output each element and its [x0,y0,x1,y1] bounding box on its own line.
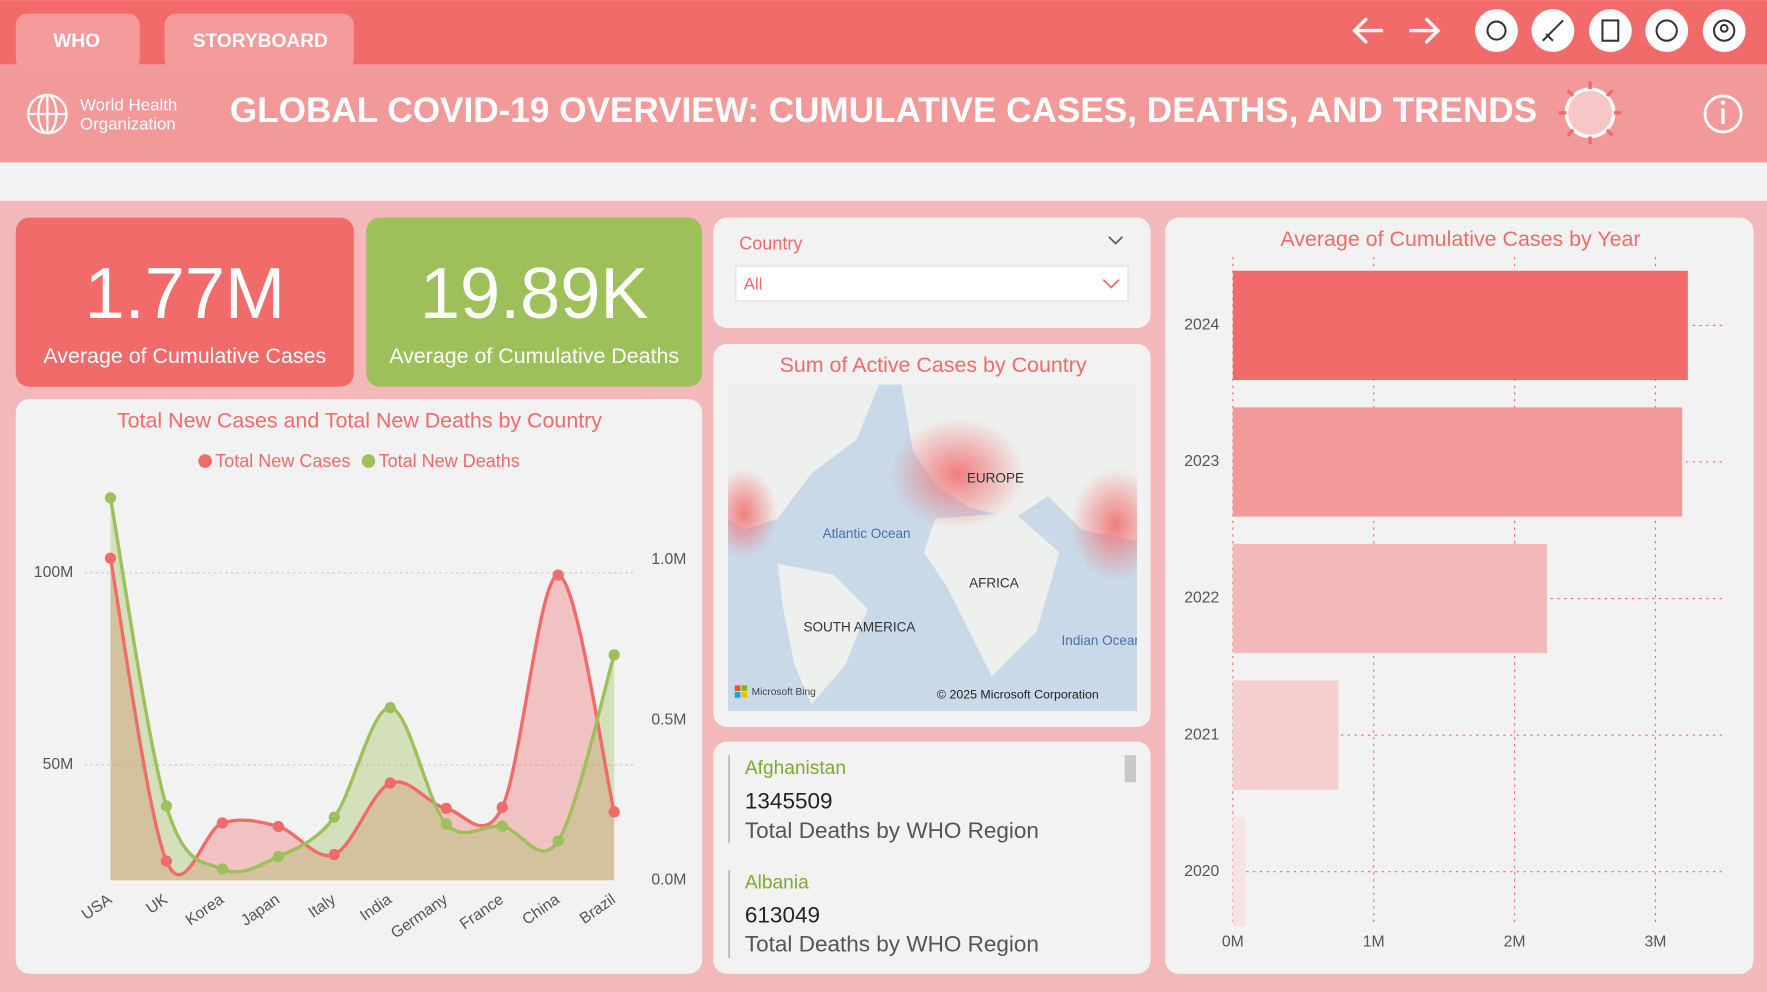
point [328,811,340,823]
slicer-label: Country [739,233,802,253]
chart-title: Sum of Active Cases by Country [780,353,1087,377]
point [608,806,620,818]
y-tick-label: 100M [34,564,73,581]
kpi-card [15,217,354,387]
point [216,863,229,875]
panel [15,399,703,974]
logo-text: Organization [80,115,176,134]
point [440,802,452,815]
map-attribution: Microsoft Bing [752,687,816,698]
page-title: GLOBAL COVID-19 OVERVIEW: CUMULATIVE CAS… [230,91,1537,130]
point [496,801,508,813]
bing-logo [734,685,748,698]
point [552,835,564,847]
bar [1232,407,1683,517]
map-label: SOUTH AMERICA [803,619,915,634]
point [160,855,173,867]
point [160,800,173,812]
tab-label[interactable]: WHO [53,31,100,52]
point [272,820,284,833]
point [440,818,452,830]
scrollbar[interactable] [1124,755,1136,783]
virus-icon [1558,81,1622,145]
kpi-label: Average of Cumulative Deaths [389,344,679,368]
slicer-selection[interactable]: All [744,275,763,294]
tab[interactable] [164,13,354,71]
kpi-card [366,217,703,387]
legend-marker [198,454,212,468]
tab-label[interactable]: STORYBOARD [193,31,328,52]
card-value: 613049 [745,902,820,927]
point [384,702,396,714]
map-attribution: © 2025 Microsoft Corporation [937,688,1099,702]
y2-tick-label: 1.0M [651,551,686,568]
x-tick-label: 0M [1222,933,1244,950]
point [552,569,564,581]
bar [1232,680,1339,790]
kpi-label: Average of Cumulative Cases [43,344,326,368]
map-label: AFRICA [969,575,1019,590]
point [216,817,229,829]
card-name: Albania [745,873,809,894]
legend-label: Total New Cases [215,451,350,471]
panel [713,741,1151,974]
spacer-strip [0,162,1767,201]
x-tick-label: 1M [1363,933,1385,950]
y-tick-label: 2021 [1184,726,1219,743]
x-tick-label: 3M [1644,933,1666,950]
point [608,649,620,661]
legend-marker [361,454,376,468]
y2-tick-label: 0.5M [651,711,686,728]
map-label: EUROPE [967,471,1024,486]
y-tick-label: 2022 [1184,590,1219,607]
map[interactable]: EUROPE Atlantic Ocean AFRICA SOUTH AMERI… [710,384,1161,712]
point [104,492,117,504]
legend-label: Total New Deaths [379,451,520,471]
header-band [0,64,1767,163]
slicer-dropdown[interactable] [735,265,1129,302]
bar [1232,543,1547,654]
kpi-value: 1.77M [85,254,285,334]
dropdown-chevron[interactable] [1102,279,1120,289]
bar [1232,270,1688,381]
y-tick-label: 2024 [1184,317,1219,334]
point [384,777,396,789]
chart-title: Average of Cumulative Cases by Year [1280,227,1640,251]
card-value: 1345509 [745,788,833,813]
y-tick-label: 2020 [1184,863,1219,880]
point [328,848,340,861]
map-label: Indian Ocean [1062,633,1142,648]
point [272,850,284,863]
card-label: Total Deaths by WHO Region [745,932,1039,957]
logo-text: World Health [80,96,177,115]
map-label: Atlantic Ocean [823,526,911,541]
x-tick-label: 2M [1504,933,1526,950]
point [104,552,117,564]
nav-icons[interactable] [1475,9,1746,52]
slicer-chevron[interactable] [1108,236,1124,245]
y2-tick-label: 0.0M [651,871,686,888]
card-label: Total Deaths by WHO Region [745,818,1039,843]
bar [1232,817,1246,927]
tab[interactable] [15,13,140,71]
card-name: Afghanistan [745,758,846,779]
y-tick-label: 2023 [1184,453,1219,470]
info-button[interactable] [1703,94,1743,134]
chart-title: Total New Cases and Total New Deaths by … [117,408,602,432]
nav-arrows[interactable] [1352,17,1441,44]
who-logo [27,93,68,135]
y-tick-label: 50M [43,756,74,773]
kpi-value: 19.89K [420,254,649,334]
point [496,820,508,832]
line [108,557,616,877]
